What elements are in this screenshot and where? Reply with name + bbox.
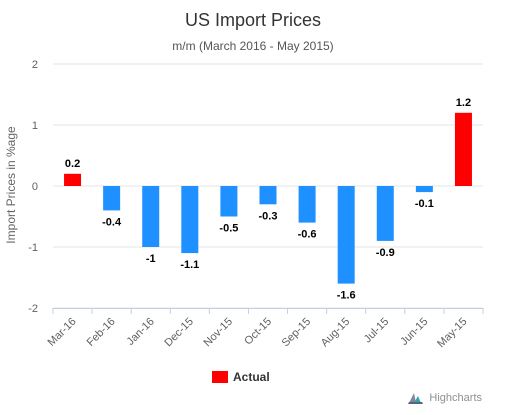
data-label: -0.4 xyxy=(102,216,122,228)
bar-jun-15[interactable] xyxy=(415,186,433,193)
bar-aug-15[interactable] xyxy=(337,186,355,284)
x-tick-label: Dec-15 xyxy=(162,316,196,350)
bar-oct-15[interactable] xyxy=(259,186,277,205)
bar-feb-16[interactable] xyxy=(103,186,121,211)
x-tick-label: Aug-15 xyxy=(319,316,353,350)
chart-title: US Import Prices xyxy=(184,10,322,30)
data-label: -1 xyxy=(146,253,156,265)
bar-sep-15[interactable] xyxy=(298,186,316,223)
x-tick-label: Mar-16 xyxy=(46,316,79,349)
data-label: -0.9 xyxy=(376,247,395,259)
x-tick-label: May-15 xyxy=(435,316,469,350)
x-tick-label: Jan-16 xyxy=(125,316,157,348)
data-label: -0.3 xyxy=(259,210,278,222)
y-tick-label: -2 xyxy=(28,303,38,315)
x-tick-label: Jun-15 xyxy=(398,316,430,348)
x-tick-label: Nov-15 xyxy=(201,316,235,350)
highcharts-logo-icon xyxy=(408,393,424,404)
y-axis-title: Import Prices in %age xyxy=(4,126,18,244)
y-tick-label: 0 xyxy=(32,181,38,193)
legend-swatch xyxy=(212,371,228,383)
data-label: 1.2 xyxy=(456,97,471,109)
bar-mar-16[interactable] xyxy=(64,173,82,186)
bar-may-15[interactable] xyxy=(454,112,472,186)
data-label: 0.2 xyxy=(65,158,80,170)
x-tick-label: Sep-15 xyxy=(280,316,314,350)
x-tick-label: Oct-15 xyxy=(242,316,274,348)
y-tick-label: -1 xyxy=(28,242,38,254)
data-label: -1.6 xyxy=(337,290,356,302)
bar-jul-15[interactable] xyxy=(376,186,394,241)
bar-jan-16[interactable] xyxy=(142,186,160,247)
data-label: -0.1 xyxy=(415,198,434,210)
y-tick-label: 1 xyxy=(32,120,38,132)
legend-label: Actual xyxy=(233,370,270,384)
credits-link[interactable]: Highcharts xyxy=(407,391,482,405)
legend-item-actual[interactable]: Actual xyxy=(212,370,270,384)
chart-subtitle: m/m (March 2016 - May 2015) xyxy=(172,39,334,53)
x-tick-label: Feb-16 xyxy=(85,316,118,349)
y-tick-label: 2 xyxy=(32,59,38,71)
x-tick-label: Jul-15 xyxy=(362,316,392,346)
credits-text: Highcharts xyxy=(429,392,482,404)
data-label: -1.1 xyxy=(180,259,199,271)
data-label: -0.6 xyxy=(298,229,317,241)
bar-nov-15[interactable] xyxy=(220,186,238,217)
data-label: -0.5 xyxy=(219,223,238,235)
bar-dec-15[interactable] xyxy=(181,186,199,254)
